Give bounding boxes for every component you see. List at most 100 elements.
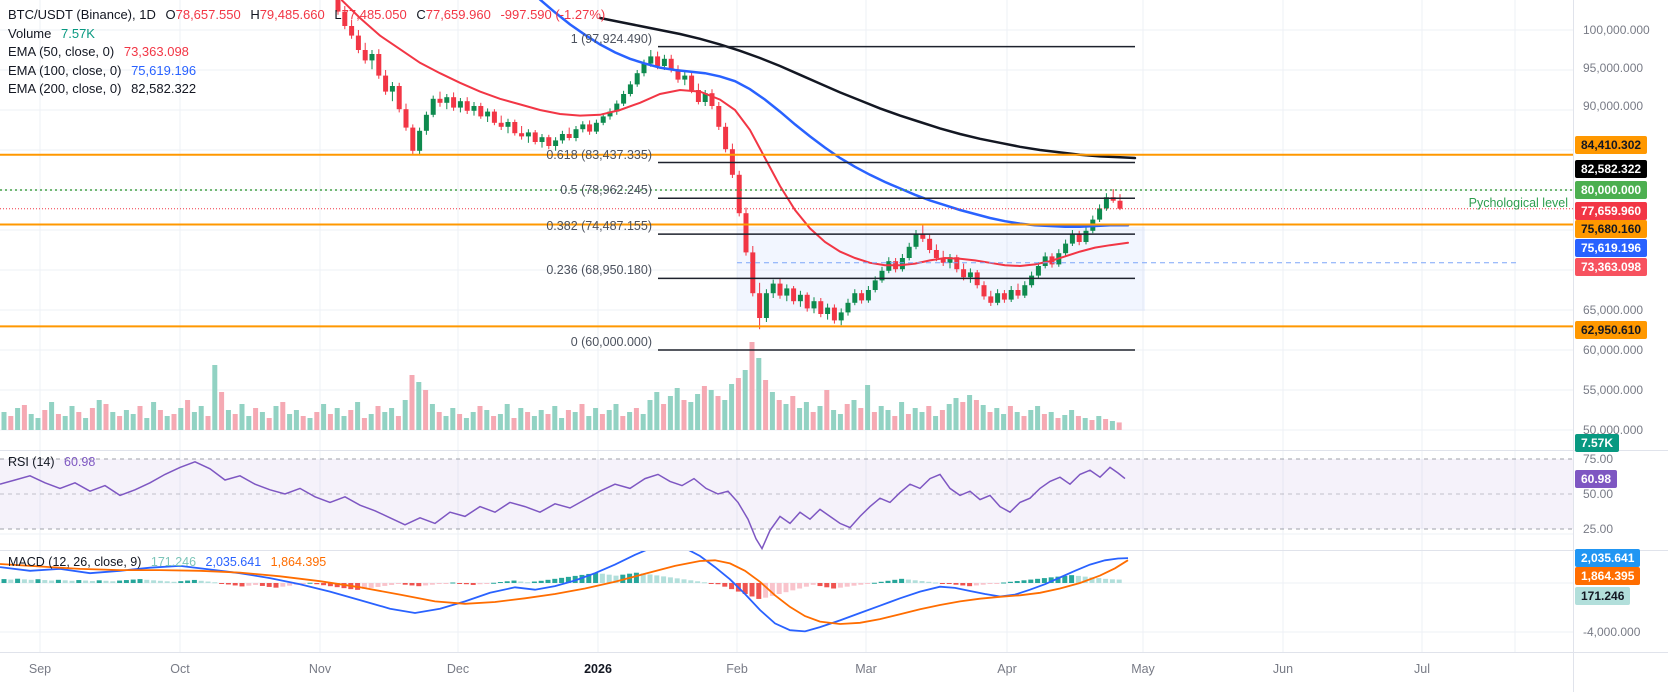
volume-bar bbox=[1007, 406, 1013, 430]
macd-histogram-bar bbox=[783, 583, 789, 593]
macd-histogram-bar bbox=[395, 583, 401, 584]
ema200-label: EMA (200, close, 0) bbox=[8, 81, 122, 96]
macd-histogram-bar bbox=[375, 583, 381, 587]
time-axis-label[interactable]: Nov bbox=[308, 662, 332, 676]
candle-body bbox=[396, 86, 402, 110]
open-label: O bbox=[165, 7, 176, 22]
macd-histogram-bar bbox=[953, 583, 959, 585]
macd-histogram-bar bbox=[185, 580, 191, 583]
macd-histogram-bar bbox=[1069, 575, 1075, 583]
volume-bar bbox=[15, 408, 21, 430]
ema100-label: EMA (100, close, 0) bbox=[8, 62, 122, 78]
time-axis-label[interactable]: May bbox=[1131, 662, 1155, 676]
candle-body bbox=[376, 54, 382, 76]
candle-body bbox=[457, 101, 463, 108]
macd-histogram-bar bbox=[477, 583, 483, 585]
volume-bar bbox=[742, 370, 748, 430]
volume-bar bbox=[144, 418, 150, 430]
macd-histogram-bar bbox=[824, 583, 830, 588]
macd-histogram-bar bbox=[803, 583, 809, 587]
time-axis-label[interactable]: Dec bbox=[446, 662, 470, 676]
candle-body bbox=[532, 132, 538, 142]
candle-body bbox=[593, 122, 599, 132]
volume-bar bbox=[89, 408, 95, 430]
candle-body bbox=[451, 97, 457, 108]
rsi-line bbox=[0, 460, 1126, 550]
volume-bar bbox=[1014, 412, 1020, 430]
time-axis-label[interactable]: Jul bbox=[1414, 662, 1430, 676]
time-axis-label[interactable]: Oct bbox=[170, 662, 190, 676]
volume-bar bbox=[436, 412, 442, 430]
volume-bar bbox=[470, 412, 476, 430]
candle-body bbox=[634, 73, 640, 85]
volume-bar bbox=[899, 402, 905, 430]
macd-histogram-bar bbox=[1, 579, 7, 583]
candle-body bbox=[410, 127, 416, 151]
macd-histogram-bar bbox=[178, 581, 184, 583]
candle-body bbox=[403, 109, 409, 128]
candle-body bbox=[859, 293, 865, 301]
macd-histogram-bar bbox=[552, 578, 558, 583]
macd-histogram-bar bbox=[450, 582, 456, 584]
macd-histogram-bar bbox=[817, 583, 823, 587]
volume-bar bbox=[504, 404, 510, 430]
macd-histogram-bar bbox=[35, 579, 41, 583]
time-axis-label[interactable]: Feb bbox=[726, 662, 748, 676]
volume-bar bbox=[42, 410, 48, 430]
time-axis-label[interactable]: Sep bbox=[28, 662, 52, 676]
candle-body bbox=[491, 111, 497, 123]
volume-bar bbox=[729, 384, 735, 430]
volume-bar bbox=[1001, 414, 1007, 430]
macd-histogram-bar bbox=[463, 583, 469, 585]
macd-histogram-bar bbox=[586, 573, 592, 583]
candle-body bbox=[648, 56, 654, 64]
volume-row: Volume 7.57K bbox=[8, 25, 605, 44]
candle-body bbox=[784, 288, 790, 296]
macd-histogram-bar bbox=[259, 583, 265, 586]
volume-bar bbox=[735, 378, 741, 430]
volume-bar bbox=[538, 410, 544, 430]
candle-body bbox=[702, 93, 708, 102]
volume-bar bbox=[586, 416, 592, 430]
macd-histogram-bar bbox=[8, 579, 14, 583]
volume-bar bbox=[259, 412, 265, 430]
candle-body bbox=[831, 307, 837, 321]
candle-body bbox=[668, 58, 674, 70]
candle-body bbox=[505, 122, 511, 127]
volume-bar bbox=[35, 418, 41, 430]
macd-histogram-bar bbox=[239, 583, 245, 587]
volume-bar bbox=[871, 412, 877, 430]
candle-body bbox=[845, 302, 851, 313]
time-axis-label[interactable]: Jun bbox=[1272, 662, 1294, 676]
volume-bar bbox=[491, 416, 497, 430]
macd-histogram-bar bbox=[144, 579, 150, 583]
volume-bar bbox=[572, 412, 578, 430]
macd-histogram-bar bbox=[892, 579, 898, 583]
candle-body bbox=[559, 134, 565, 141]
time-axis-label[interactable]: 2026 bbox=[584, 662, 612, 676]
volume-bar bbox=[1075, 416, 1081, 430]
macd-histogram-bar bbox=[661, 576, 667, 583]
volume-bar bbox=[654, 392, 660, 430]
macd-histogram-bar bbox=[457, 583, 463, 584]
volume-bar bbox=[817, 406, 823, 430]
ema50-line bbox=[341, 0, 1129, 268]
candle-body bbox=[879, 270, 885, 281]
macd-histogram-bar bbox=[667, 577, 673, 583]
candle-body bbox=[437, 98, 443, 103]
time-axis-label[interactable]: Apr bbox=[997, 662, 1017, 676]
candle-body bbox=[995, 293, 1001, 303]
candle-body bbox=[899, 258, 905, 270]
candle-body bbox=[430, 98, 436, 115]
macd-histogram-bar bbox=[831, 583, 837, 589]
macd-histogram-bar bbox=[1035, 578, 1041, 583]
macd-histogram-bar bbox=[42, 580, 48, 583]
candle-body bbox=[838, 312, 844, 321]
time-axis-label[interactable]: Mar bbox=[855, 662, 877, 676]
candle-body bbox=[1042, 256, 1048, 266]
macd-histogram-bar bbox=[1116, 579, 1122, 583]
price-axis-separator bbox=[1573, 0, 1574, 692]
price-badge: 2,035.641 bbox=[1575, 549, 1641, 567]
volume-bar bbox=[926, 406, 932, 430]
